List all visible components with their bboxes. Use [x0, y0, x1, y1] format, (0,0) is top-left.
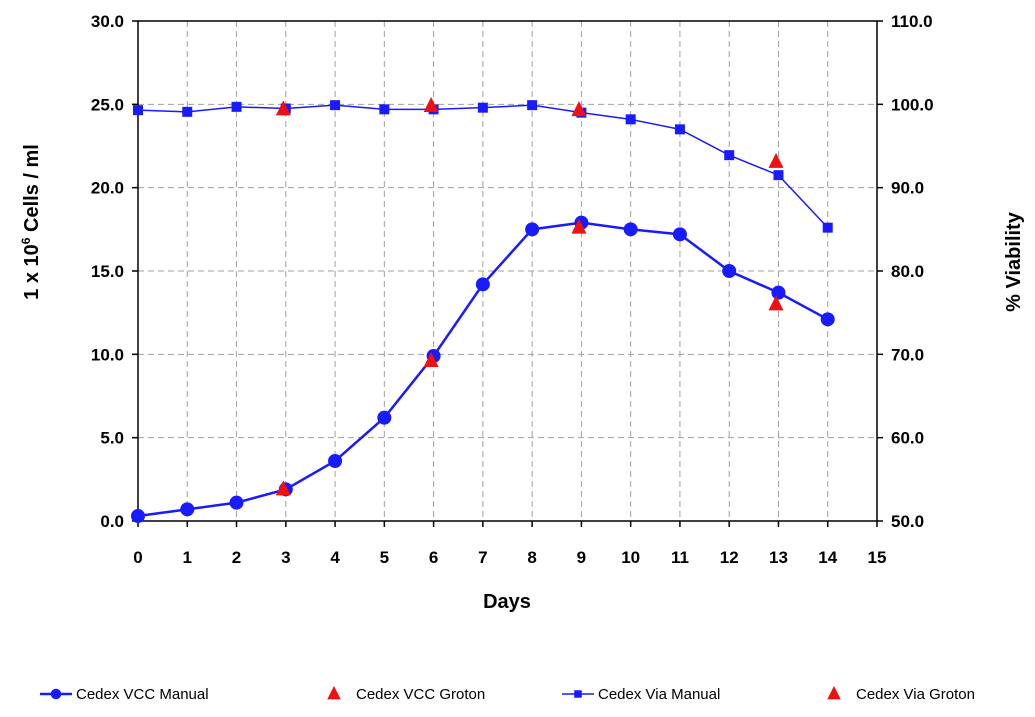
y-right-tick-label: 110.0	[891, 12, 933, 31]
y-left-title-part-1: 1 x 10	[21, 244, 43, 300]
y-right-tick-label: 60.0	[891, 429, 924, 448]
data-point-circle	[672, 227, 687, 242]
grid	[138, 21, 877, 521]
x-tick-label: 13	[769, 548, 788, 567]
data-point-circle	[180, 502, 195, 517]
legend-item: Cedex Via Manual	[562, 686, 720, 703]
legend-marker	[50, 688, 62, 700]
x-tick-label: 15	[868, 548, 887, 567]
legend-marker	[327, 685, 341, 700]
data-point-square	[379, 104, 390, 115]
x-axis-title: Days	[483, 591, 531, 613]
y-left-tick-labels: 0.0 5.0 10.0 15.0 20.0 25.0 30.0	[91, 12, 124, 531]
x-tick-label: 10	[621, 548, 640, 567]
legend: Cedex VCC Manual Cedex VCC Groton Cedex Vi…	[40, 685, 975, 703]
y-left-tick-label: 15.0	[91, 262, 124, 281]
data-point-square	[674, 124, 685, 135]
data-point-square	[822, 222, 833, 233]
legend-label: Cedex VCC Manual	[76, 686, 209, 703]
axis-ticks	[132, 20, 883, 527]
x-tick-label: 5	[380, 548, 389, 567]
y-right-tick-labels: 50.0 60.0 70.0 80.0 90.0 100.0 110.0	[891, 12, 934, 531]
data-point-circle	[475, 277, 490, 292]
data-point-square	[133, 105, 143, 116]
x-tick-labels: 0 1 2 3 4 5 6 7 8 9 10 11 12 13 14 15	[133, 548, 886, 567]
x-tick-label: 1	[183, 548, 192, 567]
data-point-circle	[328, 454, 343, 468]
y-left-tick-label: 0.0	[100, 512, 124, 531]
data-point-triangle	[571, 101, 587, 117]
legend-label: Cedex VCC Groton	[356, 686, 485, 703]
data-point-square	[477, 102, 488, 113]
y-right-tick-label: 90.0	[891, 179, 924, 198]
y-left-axis-title: 1 x 106 Cells / ml	[19, 144, 43, 300]
x-tick-label: 9	[577, 548, 586, 567]
data-point-square	[625, 114, 636, 125]
data-point-square	[527, 100, 538, 111]
legend-marker	[574, 690, 582, 698]
data-point-triangle	[768, 152, 784, 168]
y-left-tick-label: 20.0	[91, 179, 124, 198]
series-cedex-via-manual	[133, 100, 833, 233]
data-point-circle	[377, 410, 392, 425]
y-left-tick-label: 10.0	[91, 345, 124, 364]
x-tick-label: 4	[330, 548, 340, 567]
y-right-tick-label: 100.0	[891, 95, 934, 114]
x-tick-label: 0	[133, 548, 142, 567]
y-left-tick-label: 30.0	[91, 12, 124, 31]
y-right-tick-label: 80.0	[891, 262, 924, 281]
data-point-circle	[722, 264, 737, 278]
x-tick-label: 3	[281, 548, 290, 567]
series-cedex-vcc-groton	[275, 218, 784, 496]
x-tick-label: 12	[720, 548, 739, 567]
legend-label: Cedex Via Groton	[856, 686, 975, 703]
data-point-triangle	[423, 352, 439, 367]
data-point-triangle	[571, 218, 587, 234]
data-point-triangle	[423, 97, 439, 112]
data-point-circle	[820, 312, 835, 327]
y-left-tick-label: 25.0	[91, 95, 124, 114]
legend-item: Cedex VCC Groton	[327, 685, 485, 703]
data-point-square	[330, 100, 341, 111]
data-point-square	[231, 101, 242, 112]
x-tick-label: 8	[527, 548, 536, 567]
legend-item: Cedex Via Groton	[827, 685, 975, 703]
data-point-circle	[525, 222, 540, 237]
legend-marker	[827, 685, 841, 700]
x-tick-label: 7	[478, 548, 487, 567]
series-cedex-via-groton	[275, 97, 784, 168]
y-right-tick-label: 50.0	[891, 512, 924, 531]
x-tick-label: 6	[429, 548, 438, 567]
series	[131, 97, 835, 523]
data-point-square	[773, 170, 784, 181]
y-right-tick-label: 70.0	[891, 345, 924, 364]
legend-label: Cedex Via Manual	[598, 686, 720, 703]
data-point-circle	[229, 495, 244, 510]
data-point-triangle	[275, 100, 291, 116]
data-point-circle	[771, 285, 786, 300]
legend-item: Cedex VCC Manual	[40, 686, 209, 703]
data-point-square	[182, 106, 193, 117]
data-point-triangle	[275, 480, 291, 496]
data-point-circle	[131, 509, 145, 523]
x-tick-label: 11	[671, 548, 689, 567]
x-tick-label: 14	[818, 548, 837, 567]
y-left-title-part-2: Cells / ml	[21, 144, 43, 237]
y-left-title-superscript: 6	[19, 237, 33, 244]
y-left-tick-label: 5.0	[100, 429, 124, 448]
data-point-triangle	[768, 295, 784, 311]
data-point-circle	[623, 222, 638, 237]
y-right-axis-title: % Viability	[1003, 211, 1025, 312]
x-tick-label: 2	[232, 548, 241, 567]
data-point-square	[724, 150, 735, 161]
